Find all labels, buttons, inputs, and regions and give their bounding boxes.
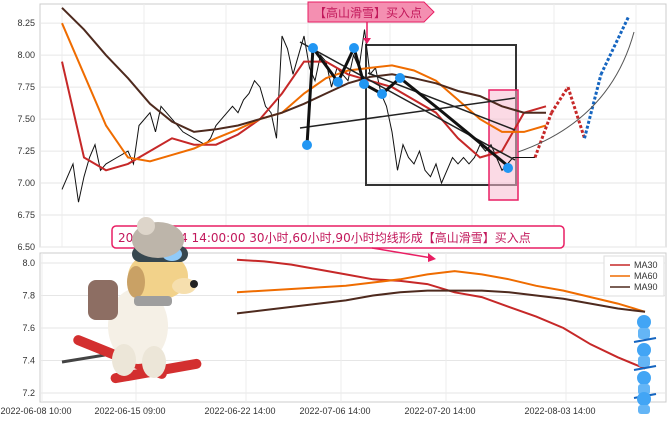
middle-annotation: 2022-07-14 14:00:00 30小时,60小时,90小时均线形成【高…	[111, 225, 565, 262]
middle-annotation-arrowhead	[428, 253, 436, 262]
pivot-marker	[349, 43, 359, 53]
top-series-ma60	[61, 22, 547, 163]
bottom-x-tick-label: 2022-07-20 14:00	[404, 406, 475, 416]
bottom-x-tick-label: 2022-07-06 14:00	[299, 406, 370, 416]
dog-skier-illustration	[61, 217, 202, 384]
buy-point-highlight	[488, 89, 519, 201]
bottom-x-tick-label: 2022-06-08 10:00	[0, 406, 71, 416]
bottom-series-ma90	[236, 289, 646, 315]
legend-label-ma30: MA30	[634, 260, 658, 270]
bottom-y-axis: 8.0 7.8 7.6 7.4 7.2	[22, 258, 35, 398]
top-annotation-text: 【高山滑雪】买入点	[314, 5, 422, 20]
pivot-marker	[333, 77, 343, 87]
bottom-x-axis: 2022-06-08 10:00 2022-06-15 09:00 2022-06-…	[0, 406, 595, 416]
skier-icon	[637, 392, 651, 414]
pivot-marker	[503, 163, 513, 173]
top-y-tick-label: 8.00	[17, 50, 35, 60]
skier-icon	[633, 343, 657, 371]
forecast-segment	[599, 16, 630, 75]
pivot-marker	[302, 140, 312, 150]
top-annotation-arrowhead	[363, 38, 371, 44]
pivot-markers	[302, 43, 513, 173]
top-grid	[40, 4, 666, 248]
top-plot-area	[39, 3, 667, 248]
beanie-pompom	[137, 217, 155, 235]
top-series-group	[61, 7, 630, 203]
forecast-segment	[550, 86, 570, 114]
middle-annotation-banner	[111, 225, 565, 249]
pivot-marker	[308, 43, 318, 53]
top-series-ma90	[61, 7, 546, 133]
legend: MA30 MA60 MA90	[603, 255, 665, 297]
bottom-series-ma30	[236, 258, 646, 370]
bottom-series-ma60	[236, 270, 646, 313]
pivot-marker	[377, 89, 387, 99]
dog-leg-left	[112, 344, 136, 376]
bottom-x-tick-label: 2022-08-03 14:00	[524, 406, 595, 416]
legend-label-ma60: MA60	[634, 271, 658, 281]
top-annotation-tag	[307, 1, 435, 23]
dog-ear	[127, 266, 145, 298]
forecast-segment	[566, 86, 586, 139]
bottom-y-tick-label: 8.0	[22, 258, 35, 268]
bottom-y-tick-label: 7.8	[22, 291, 35, 301]
top-series-ma30	[61, 60, 547, 172]
top-y-axis: 8.25 8.00 7.75 7.50 7.25 7.00 6.75 6.50	[17, 18, 35, 252]
bottom-y-tick-label: 7.6	[22, 323, 35, 333]
bottom-series-group	[236, 258, 646, 370]
legend-label-ma90: MA90	[634, 282, 658, 292]
skier-icon	[633, 315, 657, 343]
pivot-marker	[359, 79, 369, 89]
trend-line-2	[299, 97, 516, 129]
dog-scarf	[134, 296, 172, 306]
dog-nose	[190, 280, 198, 288]
top-y-tick-label: 7.50	[17, 114, 35, 124]
top-y-tick-label: 8.25	[17, 18, 35, 28]
forecast-segment	[533, 112, 553, 158]
middle-annotation-text: 2022-07-14 14:00:00 30小时,60小时,90小时均线形成【高…	[118, 230, 531, 245]
backpack	[88, 280, 118, 320]
top-y-tick-label: 6.75	[17, 210, 35, 220]
top-y-tick-label: 7.00	[17, 178, 35, 188]
middle-annotation-arrow	[371, 247, 433, 259]
top-series-price	[61, 29, 535, 203]
bottom-x-tick-label: 2022-06-22 14:00	[204, 406, 275, 416]
forecast-arc	[517, 31, 635, 153]
dog-snout	[172, 278, 196, 294]
skier-icon-column	[633, 315, 657, 414]
bottom-x-tick-label: 2022-06-15 09:00	[94, 406, 165, 416]
top-annotation: 【高山滑雪】买入点	[307, 1, 435, 44]
bottom-y-tick-label: 7.4	[22, 356, 35, 366]
forecast-segment	[583, 73, 603, 139]
top-y-tick-label: 6.50	[17, 242, 35, 252]
bottom-y-tick-label: 7.2	[22, 388, 35, 398]
top-y-tick-label: 7.25	[17, 146, 35, 156]
dog-leg-right	[142, 346, 166, 378]
pivot-marker	[395, 73, 405, 83]
trend-line-3	[367, 72, 516, 131]
top-y-tick-label: 7.75	[17, 82, 35, 92]
